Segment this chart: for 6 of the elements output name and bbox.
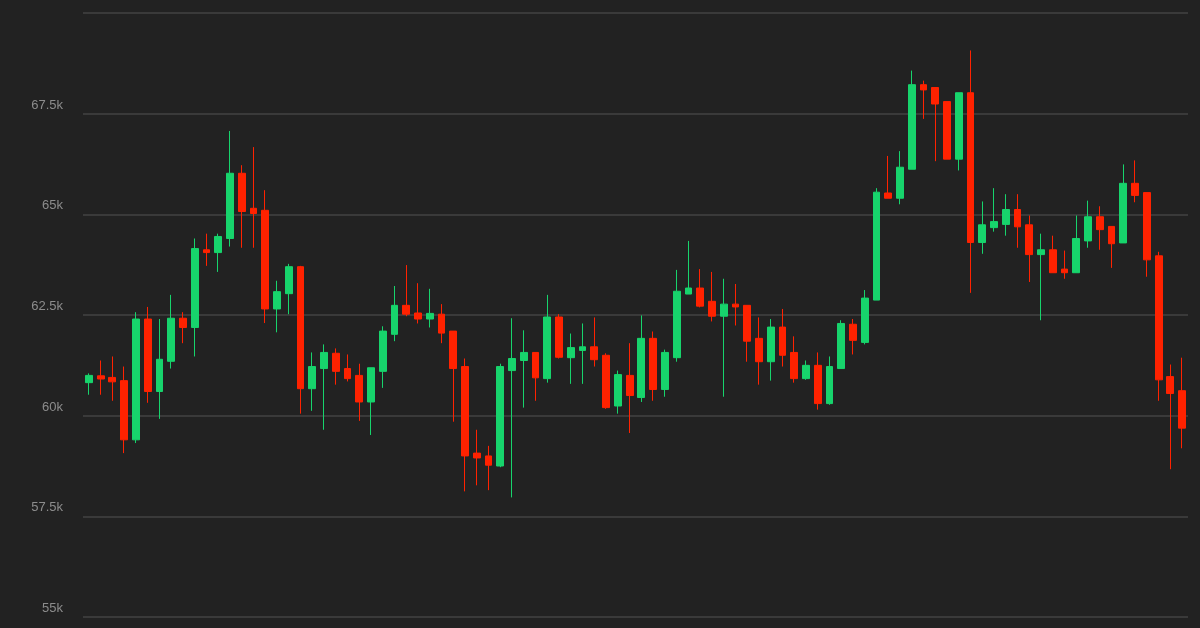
y-tick-label: 65k: [42, 197, 64, 213]
y-tick-label: 57.5k: [31, 499, 64, 515]
y-tick-label: 55k: [42, 600, 64, 615]
y-tick-label: 62.5k: [31, 298, 64, 313]
y-tick-label: 67.5k: [31, 96, 64, 112]
y-tick-label: 60k: [42, 398, 64, 414]
